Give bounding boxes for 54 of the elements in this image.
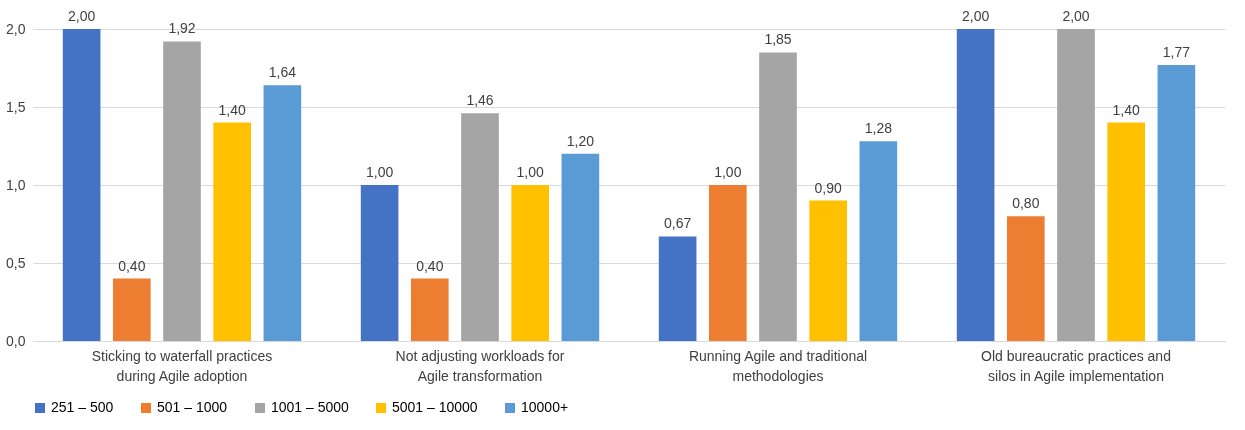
legend-label: 10000+ xyxy=(521,399,569,415)
data-label: 1,64 xyxy=(268,64,297,81)
bar xyxy=(1057,29,1095,341)
bar xyxy=(561,153,600,341)
legend-label: 5001 – 10000 xyxy=(392,399,478,415)
x-tick-label: Not adjusting workloads for Agile transformation xyxy=(395,347,565,384)
bar xyxy=(759,52,797,341)
bar xyxy=(112,278,151,341)
y-tick-label: 1,0 xyxy=(6,176,26,193)
bar xyxy=(1157,64,1196,341)
data-label: 1,20 xyxy=(566,132,595,149)
bar xyxy=(511,185,550,341)
data-label: 1,40 xyxy=(218,101,247,118)
y-tick-label: 0,0 xyxy=(6,332,26,349)
bar xyxy=(263,85,302,341)
data-label: 1,00 xyxy=(516,164,545,180)
bar xyxy=(163,41,201,341)
x-tick-label: Old bureaucratic practices and silos in Agile implementation xyxy=(981,347,1171,384)
bar xyxy=(809,200,848,341)
bar xyxy=(360,185,399,341)
y-tick-label: 2,0 xyxy=(6,20,26,37)
y-tick-label: 1,5 xyxy=(6,98,26,115)
bar xyxy=(956,29,995,341)
x-tick-label: Sticking to waterfall practices during Agile adoption xyxy=(91,347,273,384)
data-label: 1,00 xyxy=(714,164,742,180)
data-label: 0,40 xyxy=(416,257,444,274)
data-label: 2,00 xyxy=(68,8,96,24)
bar xyxy=(62,29,101,341)
legend-label: 1001 – 5000 xyxy=(271,399,350,415)
x-tick-label: Running Agile and traditional methodologies xyxy=(688,347,868,384)
legend-label: 501 – 1000 xyxy=(157,399,228,415)
data-label: 1,77 xyxy=(1162,43,1191,60)
bar xyxy=(461,113,499,341)
data-label: 1,00 xyxy=(366,164,394,180)
data-label: 1,92 xyxy=(168,20,196,37)
bar xyxy=(859,141,898,341)
y-tick-label: 0,5 xyxy=(6,254,26,271)
bar xyxy=(213,122,252,341)
bar xyxy=(1107,122,1146,341)
bar xyxy=(708,185,747,341)
bar xyxy=(410,278,449,341)
data-label: 2,00 xyxy=(1062,8,1090,24)
data-label: 0,90 xyxy=(814,179,843,196)
bar xyxy=(1006,216,1045,341)
data-label: 1,28 xyxy=(864,120,893,137)
data-label: 1,40 xyxy=(1112,101,1141,118)
data-label: 1,85 xyxy=(764,31,792,48)
data-label: 0,67 xyxy=(664,215,692,232)
data-label: 1,46 xyxy=(466,92,494,109)
data-label: 0,80 xyxy=(1012,195,1040,212)
data-label: 2,00 xyxy=(962,8,990,24)
legend-label: 251 – 500 xyxy=(51,399,114,415)
bar xyxy=(658,236,697,341)
data-label: 0,40 xyxy=(118,257,146,274)
